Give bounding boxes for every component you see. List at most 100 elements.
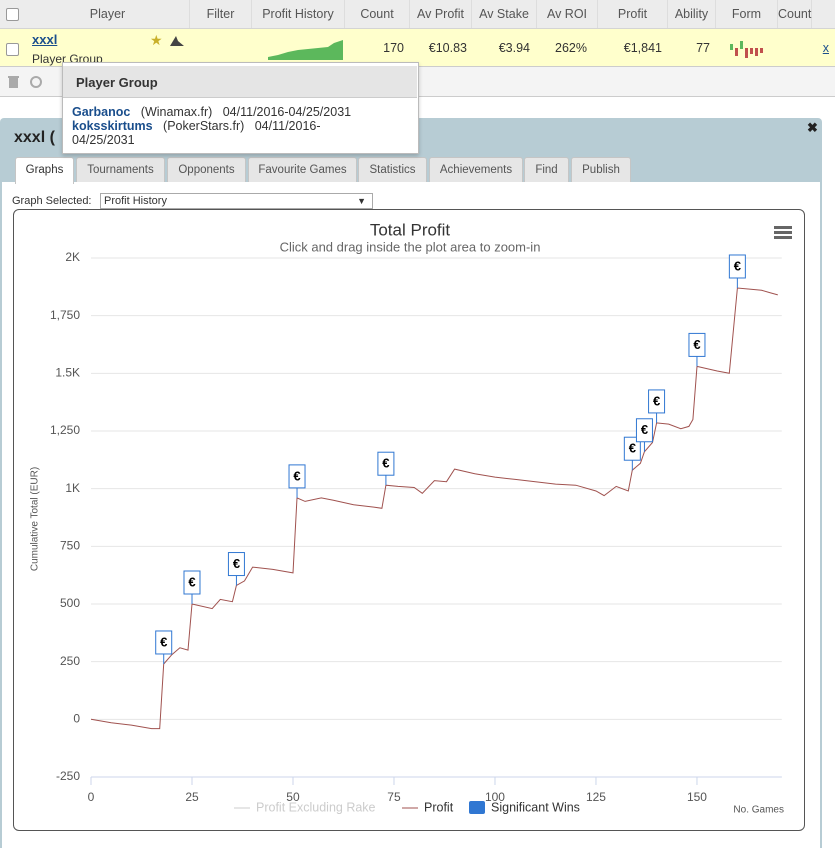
icons: ★ [150,32,184,48]
profit-line [90,287,778,730]
member-site: (Winamax.fr) [140,105,213,119]
y-tick-label: 1K [65,481,80,495]
chart: Total Profit Click and drag inside the p… [30,220,792,816]
column-header[interactable]: Form [716,0,778,28]
flag-box [183,570,201,595]
popup-member: koksskirtums (PokerStars.fr) 04/11/2016-… [72,119,362,147]
legend-label[interactable]: Profit [424,800,454,814]
flag-label: € [653,393,660,408]
checkbox[interactable] [6,8,19,21]
checkbox[interactable] [6,43,19,56]
flag-box [227,552,245,577]
svg-text:★: ★ [150,32,163,48]
flag-box [155,630,173,655]
flag-label: € [160,634,167,649]
flag-label: € [293,468,300,483]
graph-select[interactable]: Profit History ▼ [100,193,373,209]
member-name[interactable]: koksskirtums [72,119,153,133]
chart-title: Total Profit [370,220,451,239]
flag-label: € [641,422,648,437]
y-tick-label: 2K [65,250,80,264]
cell: €10.83 [428,41,467,55]
significant-win-flag: € [635,418,653,452]
significant-win-flag: € [688,332,706,367]
close-button[interactable]: ✖ [807,120,818,135]
column-header[interactable]: Count [345,0,410,28]
cell: 262% [555,41,587,55]
significant-win-flag: € [728,254,746,288]
legend-label[interactable]: Significant Wins [491,800,580,814]
flag-label: € [382,456,389,471]
column-header[interactable]: Av ROI [537,0,598,28]
member-site: (PokerStars.fr) [163,119,245,133]
significant-win-flag: € [623,436,641,471]
tab[interactable]: Publish [571,157,631,182]
popup-header [63,66,417,98]
cell: 77 [696,41,710,55]
x-tick-label: 125 [586,790,606,804]
flag-label: € [693,337,700,352]
y-axis-label: Cumulative Total (EUR) [30,467,41,571]
toolbar-icons [8,76,42,88]
cell: €3.94 [498,41,530,55]
flag-label: € [734,258,741,273]
y-tick-label: 750 [60,539,80,553]
table-header [0,0,835,29]
column-header[interactable]: Player [26,0,190,28]
panel-body [2,182,820,848]
flag-label: € [188,574,195,589]
tab[interactable]: Achievements [429,157,523,182]
y-tick-label: 0 [73,712,80,726]
x-tick-label: 100 [485,790,505,804]
flag-box [288,464,306,489]
remove-link[interactable]: x [822,41,829,55]
sparkline [268,40,343,60]
graph-selector-label: Graph Selected: [12,195,92,207]
cell: €1,841 [623,41,662,55]
popup-member: Garbanoc (Winamax.fr) 04/11/2016-04/25/2… [72,105,412,119]
player-link[interactable]: xxxl [32,32,58,47]
form-bars [730,41,763,58]
legend-label[interactable]: Profit Excluding Rake [256,800,376,814]
legend-symbol [469,801,485,814]
popup-title: Player Group [76,75,158,90]
x-tick-label: 150 [687,790,707,804]
member-dates: 04/11/2016-04/25/2031 [72,119,321,147]
flag-box [688,332,706,357]
menu-button[interactable] [774,226,792,239]
tab[interactable]: Favourite Games [248,157,357,182]
significant-win-flag: € [377,451,395,486]
y-tick-label: 250 [60,654,80,668]
flag-box [635,418,653,443]
y-tick-label: 1.5K [55,366,80,380]
flag-box [623,436,641,461]
column-header[interactable]: Filter [190,0,252,28]
cell: 170 [383,41,404,55]
column-header[interactable]: Profit [598,0,668,28]
column-header[interactable]: Av Profit [410,0,472,28]
x-tick-label: 0 [88,790,95,804]
y-tick-label: 1,750 [50,308,80,322]
column-header[interactable]: Ability [668,0,716,28]
panel-title: xxxl ( [14,129,55,146]
table-row [0,29,835,67]
y-tick-label: 500 [60,596,80,610]
flag-label: € [629,441,636,456]
x-tick-label: 50 [286,790,300,804]
tab[interactable]: Find [524,157,569,182]
graph-select-value: Profit History [104,195,167,207]
column-header[interactable]: Profit History [252,0,345,28]
y-tick-label: 1,250 [50,423,80,437]
member-name[interactable]: Garbanoc [72,105,131,119]
flag-box [648,389,666,414]
tab[interactable]: Graphs [15,157,74,184]
column-header[interactable]: Count [778,0,812,28]
flag-box [728,254,746,279]
tab[interactable]: Opponents [167,157,246,182]
x-axis-label: No. Games [733,805,784,816]
tab[interactable]: Statistics [358,157,427,182]
significant-win-flag: € [155,630,173,664]
column-header[interactable]: Av Stake [472,0,537,28]
tab[interactable]: Tournaments [76,157,165,182]
flag-label: € [233,556,240,571]
